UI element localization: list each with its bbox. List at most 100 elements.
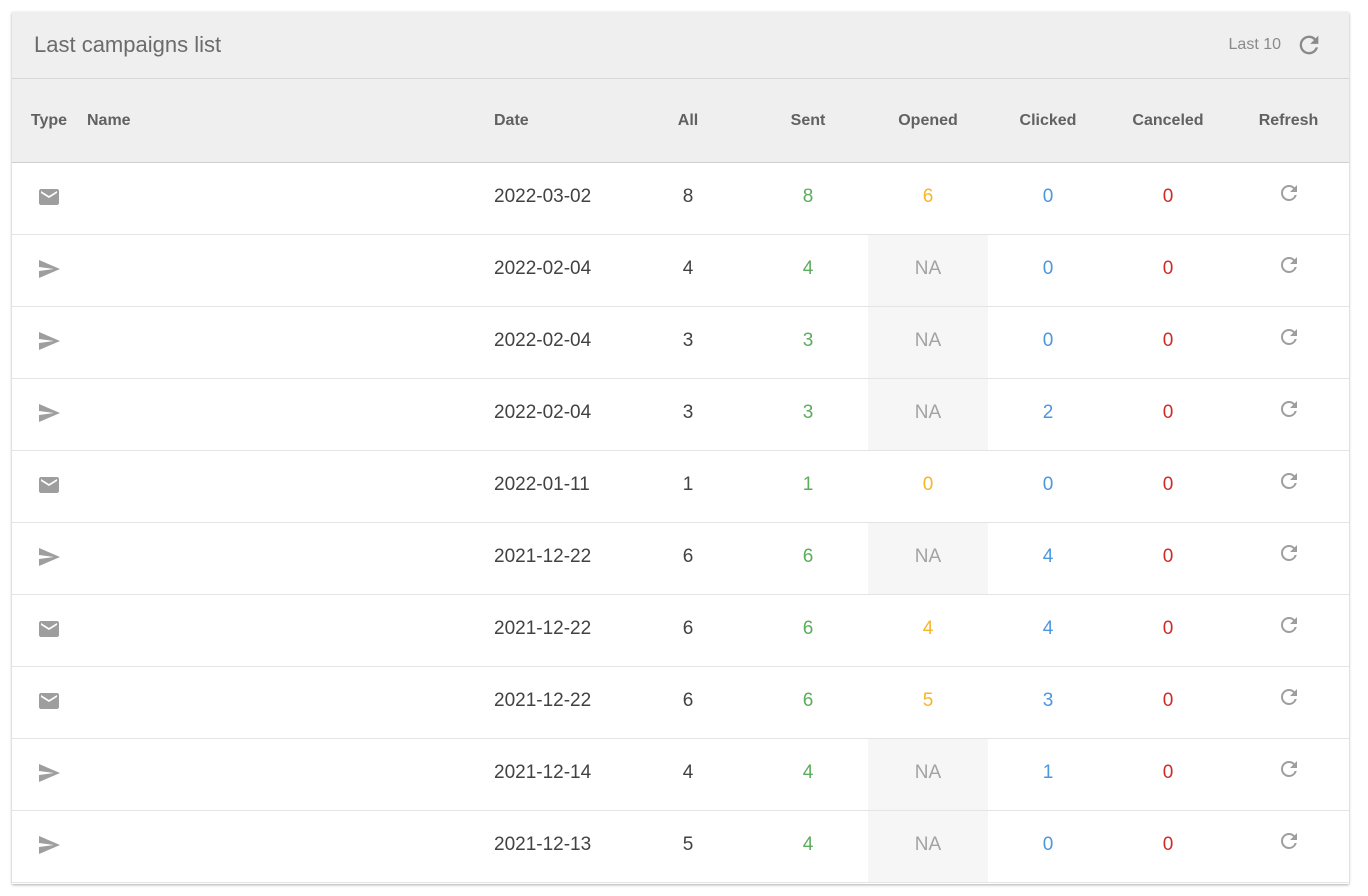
refresh-icon[interactable] bbox=[1277, 469, 1301, 493]
campaign-date: 2021-12-13 bbox=[494, 834, 592, 855]
envelope-icon bbox=[39, 693, 59, 709]
count-canceled: 0 bbox=[1162, 186, 1174, 207]
count-clicked: 0 bbox=[1042, 258, 1054, 279]
refresh-cell bbox=[1228, 235, 1349, 307]
send-icon bbox=[39, 404, 60, 422]
count-all: 1 bbox=[682, 474, 694, 495]
campaign-date: 2022-02-04 bbox=[494, 330, 592, 351]
count-sent: 1 bbox=[802, 474, 814, 495]
count-sent: 8 bbox=[802, 186, 814, 207]
table-header: Type Name Date All Sent Opened Clicked C… bbox=[12, 79, 1349, 163]
count-clicked: 1 bbox=[1042, 762, 1054, 783]
count-sent: 6 bbox=[802, 546, 814, 567]
refresh-icon[interactable] bbox=[1295, 31, 1323, 59]
refresh-icon[interactable] bbox=[1277, 685, 1301, 709]
refresh-icon[interactable] bbox=[1277, 397, 1301, 421]
count-opened: NA bbox=[868, 523, 988, 594]
count-all: 6 bbox=[682, 618, 694, 639]
refresh-icon[interactable] bbox=[1277, 757, 1301, 781]
count-opened: NA bbox=[868, 739, 988, 810]
campaign-date: 2022-01-11 bbox=[494, 474, 590, 495]
table-row[interactable]: 2022-02-04 3 3 NA 2 0 bbox=[12, 379, 1349, 451]
campaign-name[interactable] bbox=[86, 163, 494, 235]
column-header-date[interactable]: Date bbox=[494, 112, 529, 129]
table-row[interactable]: 2021-12-14 4 4 NA 1 0 bbox=[12, 739, 1349, 811]
campaign-name[interactable] bbox=[86, 595, 494, 667]
column-header-sent[interactable]: Sent bbox=[790, 112, 826, 129]
count-all: 4 bbox=[682, 762, 694, 783]
refresh-icon[interactable] bbox=[1277, 613, 1301, 637]
card-header: Last campaigns list Last 10 bbox=[12, 12, 1349, 79]
refresh-icon[interactable] bbox=[1277, 253, 1301, 277]
type-cell bbox=[12, 235, 86, 307]
refresh-icon[interactable] bbox=[1277, 541, 1301, 565]
table-row[interactable]: 2021-12-22 6 6 4 4 0 bbox=[12, 595, 1349, 667]
count-canceled: 0 bbox=[1162, 762, 1174, 783]
campaign-date: 2021-12-22 bbox=[494, 690, 592, 711]
count-all: 6 bbox=[682, 690, 694, 711]
campaign-name[interactable] bbox=[86, 307, 494, 379]
campaign-name[interactable] bbox=[86, 379, 494, 451]
count-canceled: 0 bbox=[1162, 258, 1174, 279]
count-clicked: 4 bbox=[1042, 546, 1054, 567]
column-header-opened[interactable]: Opened bbox=[898, 112, 958, 129]
campaign-name[interactable] bbox=[86, 667, 494, 739]
count-canceled: 0 bbox=[1162, 618, 1174, 639]
count-sent: 6 bbox=[802, 618, 814, 639]
refresh-cell bbox=[1228, 307, 1349, 379]
count-opened: NA bbox=[868, 235, 988, 306]
count-opened: NA bbox=[868, 307, 988, 378]
count-all: 3 bbox=[682, 402, 694, 423]
refresh-icon[interactable] bbox=[1277, 181, 1301, 205]
column-header-type[interactable]: Type bbox=[30, 112, 68, 129]
last-count-label: Last 10 bbox=[1228, 36, 1281, 53]
table-row[interactable]: 2022-03-02 8 8 6 0 0 bbox=[12, 163, 1349, 235]
count-sent: 4 bbox=[802, 834, 814, 855]
count-clicked: 3 bbox=[1042, 690, 1054, 711]
table-row[interactable]: 2021-12-22 6 6 NA 4 0 bbox=[12, 523, 1349, 595]
table-row[interactable]: 2021-12-13 5 4 NA 0 0 bbox=[12, 811, 1349, 883]
type-cell bbox=[12, 307, 86, 379]
count-clicked: 0 bbox=[1042, 330, 1054, 351]
type-cell bbox=[12, 451, 86, 523]
campaign-date: 2021-12-22 bbox=[494, 546, 592, 567]
refresh-cell bbox=[1228, 811, 1349, 883]
count-all: 8 bbox=[682, 186, 694, 207]
count-sent: 4 bbox=[802, 258, 814, 279]
campaign-name[interactable] bbox=[86, 523, 494, 595]
count-opened: NA bbox=[868, 811, 988, 882]
send-icon bbox=[39, 332, 60, 350]
refresh-icon[interactable] bbox=[1277, 829, 1301, 853]
count-all: 4 bbox=[682, 258, 694, 279]
column-header-clicked[interactable]: Clicked bbox=[1019, 112, 1077, 129]
campaign-name[interactable] bbox=[86, 811, 494, 883]
refresh-cell bbox=[1228, 379, 1349, 451]
refresh-icon[interactable] bbox=[1277, 325, 1301, 349]
column-header-name[interactable]: Name bbox=[87, 112, 131, 129]
send-icon bbox=[39, 764, 60, 782]
refresh-cell bbox=[1228, 523, 1349, 595]
type-cell bbox=[12, 595, 86, 667]
count-all: 6 bbox=[682, 546, 694, 567]
campaign-date: 2022-02-04 bbox=[494, 402, 592, 423]
count-canceled: 0 bbox=[1162, 690, 1174, 711]
count-sent: 4 bbox=[802, 762, 814, 783]
count-all: 5 bbox=[682, 834, 694, 855]
table-row[interactable]: 2022-01-11 1 1 0 0 0 bbox=[12, 451, 1349, 523]
campaign-name[interactable] bbox=[86, 235, 494, 307]
table-row[interactable]: 2021-12-22 6 6 5 3 0 bbox=[12, 667, 1349, 739]
refresh-cell bbox=[1228, 667, 1349, 739]
campaign-name[interactable] bbox=[86, 739, 494, 811]
count-clicked: 4 bbox=[1042, 618, 1054, 639]
count-canceled: 0 bbox=[1162, 330, 1174, 351]
count-clicked: 0 bbox=[1042, 186, 1054, 207]
count-sent: 3 bbox=[802, 330, 814, 351]
campaign-name[interactable] bbox=[86, 451, 494, 523]
column-header-all[interactable]: All bbox=[677, 112, 699, 129]
table-row[interactable]: 2022-02-04 3 3 NA 0 0 bbox=[12, 307, 1349, 379]
campaign-date: 2021-12-22 bbox=[494, 618, 592, 639]
send-icon bbox=[39, 836, 60, 854]
column-header-canceled[interactable]: Canceled bbox=[1132, 112, 1204, 129]
type-cell bbox=[12, 667, 86, 739]
table-row[interactable]: 2022-02-04 4 4 NA 0 0 bbox=[12, 235, 1349, 307]
